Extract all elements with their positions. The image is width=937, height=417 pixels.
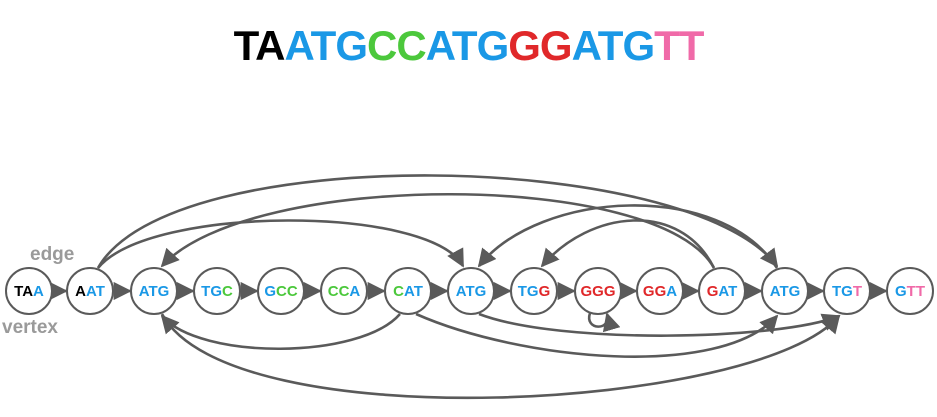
vertex-tgc: TGC (193, 267, 241, 315)
vertex-atg: ATG (130, 267, 178, 315)
edge-n3-n14 (160, 313, 841, 400)
vertex-label: ATG (770, 283, 801, 300)
sequence-letter: A (425, 22, 453, 69)
sequence-letter: A (284, 22, 311, 69)
vertex-atg: ATG (447, 267, 495, 315)
edges-layer (49, 174, 888, 400)
vertex-label: GAT (707, 283, 738, 300)
sequence-letter: G (335, 22, 368, 69)
vertex-atg: ATG (761, 267, 809, 315)
vertex-circle (823, 267, 871, 315)
vertex-circle (510, 267, 558, 315)
sequence-letter: G (508, 22, 541, 69)
vertex-label: GGA (643, 283, 677, 300)
vertex-label: CAT (393, 283, 423, 300)
vertex-circle (384, 267, 432, 315)
sequence-letter: A (571, 22, 599, 69)
vertex-label: CCA (328, 283, 361, 300)
edge-n2-n8 (96, 219, 465, 269)
sequence-letter: A (255, 22, 285, 69)
nodes-layer: TAA AAT ATG TGC GCC CCA CAT ATG TGG GGG GGA GAT ATG T… (5, 267, 934, 315)
sequence-letter: T (654, 22, 680, 69)
vertex-circle (574, 267, 622, 315)
vertex-circle (761, 267, 809, 315)
sequence-letter: T (451, 22, 478, 69)
vertex-label: ATG (139, 283, 170, 300)
vertex-circle (447, 267, 495, 315)
vertex-taa: TAA (5, 267, 53, 315)
vertex-label: TGC (201, 283, 233, 300)
vertex-gtt: GTT (886, 267, 934, 315)
sequence-letter: G (622, 22, 655, 69)
vertex-gcc: GCC (257, 267, 305, 315)
vertex-ggg: GGG (574, 267, 622, 315)
edge-n7-n3 (160, 313, 401, 350)
sequence-letter: T (597, 22, 624, 69)
vertex-circle (320, 267, 368, 315)
edge-n8-n14 (478, 312, 841, 337)
vertex-cca: CCA (320, 267, 368, 315)
edge-n12-n3 (160, 192, 716, 269)
vertex-label: vertex (2, 317, 58, 338)
vertex-label: GGG (580, 283, 615, 300)
vertex-label: TAA (14, 283, 44, 300)
edge-n13-n8 (477, 204, 779, 269)
vertex-label: GTT (895, 283, 925, 300)
vertex-label: ATG (456, 283, 487, 300)
edge-label: edge (30, 244, 75, 265)
vertex-circle (886, 267, 934, 315)
edge-n12-n9 (540, 219, 716, 269)
sequence-letter: C (396, 22, 426, 69)
vertex-aat: AAT (66, 267, 114, 315)
vertex-label: AAT (75, 283, 105, 300)
sequence-letter: C (367, 22, 397, 69)
vertex-label: GCC (264, 283, 298, 300)
vertex-gat: GAT (698, 267, 746, 315)
sequence-title: TAATGCCATGGGATGTT (0, 22, 937, 70)
vertex-circle (257, 267, 305, 315)
sequence-letter: T (310, 22, 337, 69)
vertex-tgt: TGT (823, 267, 871, 315)
edge-n7-n13 (415, 312, 779, 358)
vertex-circle (636, 267, 684, 315)
sequence-letter: G (476, 22, 510, 69)
vertex-circle (193, 267, 241, 315)
vertex-circle (130, 267, 178, 315)
vertex-cat: CAT (384, 267, 432, 315)
edge-n2-n13 (96, 174, 779, 269)
vertex-circle (698, 267, 746, 315)
sequence-letter: T (678, 22, 705, 69)
sequence-letter: T (233, 22, 257, 69)
vertex-label: TGT (832, 283, 862, 300)
edge-n10-n10 (587, 312, 621, 333)
vertex-label: TGG (518, 283, 551, 300)
sequence-letter: G (539, 22, 573, 69)
vertex-circle (66, 267, 114, 315)
vertex-tgg: TGG (510, 267, 558, 315)
vertex-circle (5, 267, 53, 315)
vertex-gga: GGA (636, 267, 684, 315)
